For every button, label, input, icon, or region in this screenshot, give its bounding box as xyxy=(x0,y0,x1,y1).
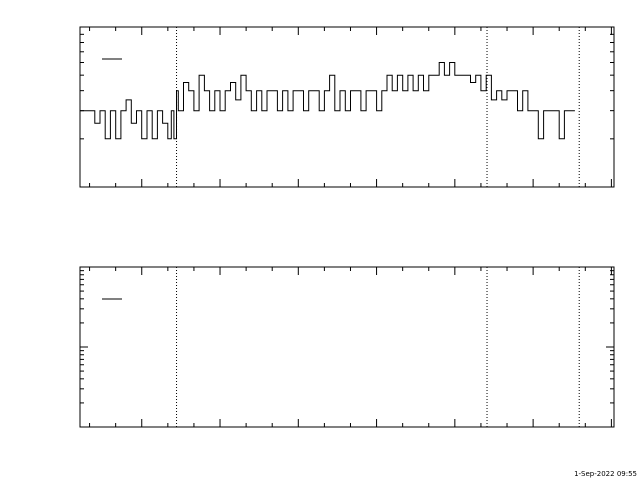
plot-frame xyxy=(79,266,615,428)
panel-lo xyxy=(79,26,615,188)
footer-timestamp: 1-Sep-2022 09:55 xyxy=(574,470,637,478)
series-line-lo xyxy=(80,62,575,140)
panel-hi xyxy=(79,266,615,428)
plot-frame xyxy=(79,26,615,188)
